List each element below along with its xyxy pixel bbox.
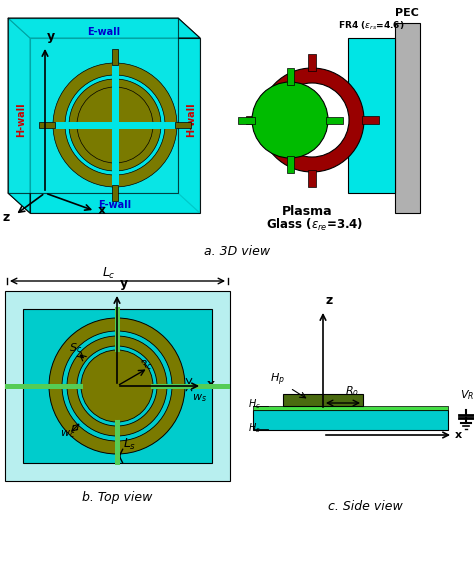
Text: x: x (98, 204, 106, 217)
Bar (246, 116, 263, 124)
Text: $S_c$: $S_c$ (69, 341, 82, 355)
Polygon shape (8, 18, 30, 213)
Bar (112, 49, 118, 65)
Polygon shape (8, 193, 200, 213)
Circle shape (69, 79, 161, 171)
Polygon shape (178, 18, 200, 213)
Bar (53, 122, 177, 129)
Text: c. Side view: c. Side view (328, 500, 402, 513)
Circle shape (62, 331, 172, 441)
Text: $R_c$: $R_c$ (139, 358, 153, 372)
Polygon shape (30, 38, 200, 213)
Text: a. 3D view: a. 3D view (204, 245, 270, 258)
Circle shape (67, 336, 167, 436)
Circle shape (49, 318, 185, 454)
Circle shape (65, 75, 165, 175)
Text: H-wall: H-wall (16, 103, 26, 137)
Text: $w_s$: $w_s$ (192, 392, 207, 404)
Bar (253, 410, 448, 430)
Bar (5, 384, 230, 389)
Polygon shape (8, 18, 200, 38)
Text: x: x (455, 430, 462, 440)
Text: z: z (326, 294, 333, 307)
Circle shape (275, 83, 349, 157)
Text: y: y (120, 277, 128, 290)
Text: z: z (3, 211, 10, 224)
Text: $R_o$: $R_o$ (345, 384, 359, 398)
Circle shape (53, 63, 177, 187)
Bar (395, 23, 420, 213)
Bar (39, 122, 55, 128)
Text: $H_p$: $H_p$ (270, 371, 285, 388)
Bar (5, 291, 230, 481)
Circle shape (83, 352, 151, 420)
Text: H-wall: H-wall (186, 103, 196, 137)
Bar (287, 68, 294, 85)
Bar (348, 38, 395, 193)
Text: $w_c$: $w_c$ (60, 428, 75, 440)
Text: Plasma: Plasma (282, 205, 332, 218)
Text: b. Top view: b. Top view (82, 491, 152, 504)
Text: E-wall: E-wall (99, 200, 132, 210)
Text: $L_s$: $L_s$ (123, 437, 137, 452)
Bar (308, 54, 316, 71)
Text: Glass ($\varepsilon_{re}$=3.4): Glass ($\varepsilon_{re}$=3.4) (266, 217, 364, 233)
Text: $H_s$: $H_s$ (248, 421, 261, 435)
Text: FR4 ($\varepsilon_{rs}$=4.6): FR4 ($\varepsilon_{rs}$=4.6) (338, 19, 404, 32)
Circle shape (260, 68, 364, 172)
Bar (238, 117, 255, 124)
Bar (253, 406, 448, 410)
Polygon shape (8, 18, 178, 193)
Bar (362, 116, 379, 124)
Bar (308, 170, 316, 187)
Text: $L_c$: $L_c$ (102, 266, 116, 281)
Circle shape (77, 87, 153, 163)
Bar (175, 122, 191, 128)
Circle shape (252, 82, 328, 158)
Bar (287, 156, 294, 173)
Circle shape (77, 346, 157, 426)
Bar (112, 185, 118, 201)
Circle shape (81, 350, 153, 422)
Text: E-wall: E-wall (87, 27, 120, 37)
Text: y: y (47, 30, 55, 43)
Bar (283, 394, 363, 406)
Bar (115, 307, 120, 465)
Text: $V_{RF}$: $V_{RF}$ (460, 388, 474, 402)
Text: x: x (207, 378, 215, 391)
Text: PEC: PEC (395, 8, 419, 18)
Bar (326, 117, 343, 124)
Text: $H_c$: $H_c$ (248, 397, 261, 411)
Bar (112, 63, 119, 187)
Bar (23, 309, 212, 463)
